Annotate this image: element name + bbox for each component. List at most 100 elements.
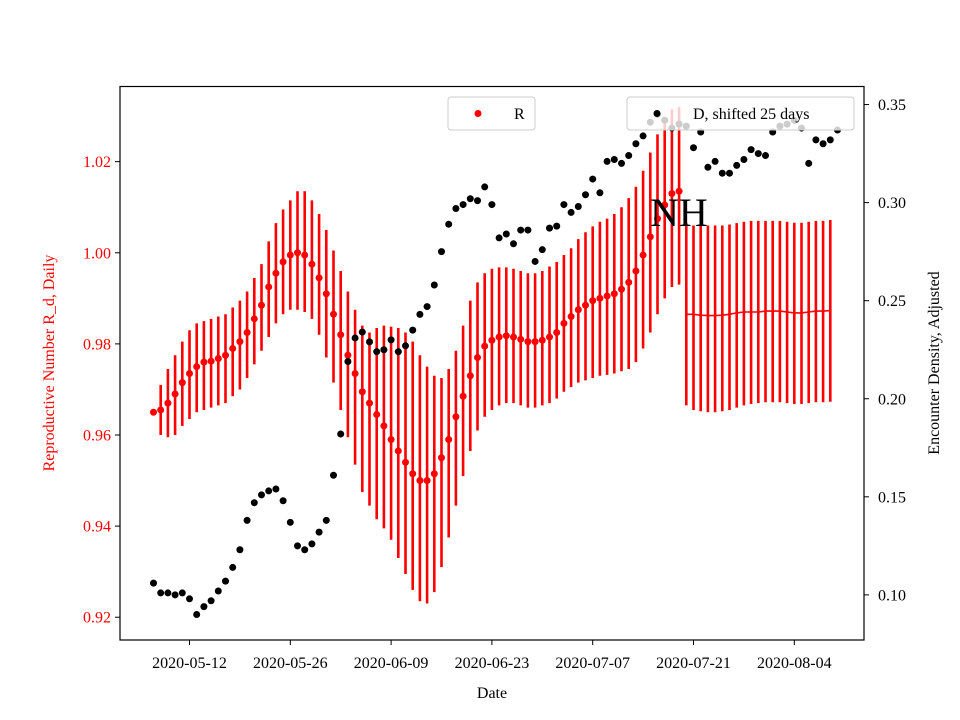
d-data-point <box>567 208 575 216</box>
r-data-point <box>438 454 445 462</box>
right-y-tick-label: 0.30 <box>878 195 906 212</box>
d-data-point <box>747 146 755 154</box>
left-y-axis-title: Reproductive Number R_d, Daily <box>41 255 58 472</box>
d-data-point <box>452 204 460 212</box>
d-data-point <box>574 203 582 211</box>
x-tick-label: 2020-07-07 <box>555 655 630 672</box>
right-y-tick-label: 0.10 <box>878 587 906 604</box>
legend-d-label: D, shifted 25 days <box>693 106 809 123</box>
d-data-point <box>178 589 186 597</box>
r-data-point <box>214 354 222 362</box>
x-tick-label: 2020-05-26 <box>253 655 328 672</box>
r-data-point <box>474 354 481 362</box>
d-data-point <box>258 491 265 499</box>
r-data-point <box>308 260 316 268</box>
r-data-point <box>178 379 186 387</box>
d-data-point <box>754 150 762 158</box>
d-data-point <box>409 326 417 334</box>
d-data-point <box>740 155 748 163</box>
r-data-point <box>409 470 417 478</box>
r-data-point <box>538 336 546 344</box>
left-y-tick-label: 0.98 <box>83 336 111 353</box>
left-y-tick-label: 0.96 <box>83 428 111 445</box>
r-data-point <box>517 335 525 343</box>
d-data-point <box>387 336 395 344</box>
d-data-point <box>718 169 726 177</box>
r-data-point <box>646 233 654 241</box>
d-data-point <box>157 589 165 597</box>
right-y-tick-label: 0.15 <box>878 489 906 506</box>
left-y-tick-label: 0.94 <box>83 519 111 536</box>
legend-d: D, shifted 25 days <box>626 96 855 131</box>
r-projection-line <box>686 309 831 317</box>
r-data-point <box>229 344 237 352</box>
r-data-point <box>560 319 568 327</box>
d-data-point <box>459 201 467 209</box>
d-data-point <box>639 132 647 140</box>
d-data-point <box>301 546 309 554</box>
d-data-point <box>366 338 373 346</box>
d-data-point <box>308 540 316 548</box>
legend-r: R <box>447 96 536 131</box>
r-data-point <box>394 447 402 455</box>
r-data-point <box>387 436 395 444</box>
left-y-tick-label: 0.92 <box>83 610 111 627</box>
d-data-point <box>236 546 244 554</box>
r-data-point <box>294 249 301 257</box>
d-data-point <box>351 334 359 342</box>
d-data-point <box>466 195 474 203</box>
x-tick-label: 2020-06-09 <box>354 655 429 672</box>
r-data-point <box>574 306 582 314</box>
legend-r-box <box>447 96 536 131</box>
d-data-point <box>546 224 553 232</box>
d-data-point <box>358 328 366 336</box>
d-data-point <box>481 183 489 191</box>
r-data-point <box>337 331 345 339</box>
r-data-point <box>164 399 172 407</box>
d-data-point <box>517 226 525 234</box>
r-data-point <box>366 399 373 407</box>
r-data-point <box>632 267 640 275</box>
d-data-point <box>445 220 453 228</box>
r-data-point <box>582 301 589 309</box>
r-data-point <box>150 408 157 416</box>
chart-annotation-nh: NH <box>650 190 708 235</box>
r-data-point <box>675 187 683 195</box>
d-data-point <box>704 163 712 171</box>
r-data-point <box>222 351 229 359</box>
d-data-point <box>531 257 539 265</box>
r-data-point <box>236 338 244 346</box>
d-data-point <box>488 201 496 209</box>
d-data-point <box>330 471 337 479</box>
r-data-point <box>330 310 337 318</box>
d-data-point <box>272 485 280 493</box>
d-data-point <box>402 342 409 350</box>
r-data-point <box>171 390 179 398</box>
r-data-point <box>193 363 201 371</box>
r-data-point <box>373 411 381 418</box>
d-data-point <box>726 169 733 177</box>
d-data-point <box>733 161 741 169</box>
right-y-tick-label: 0.25 <box>878 293 906 310</box>
r-data-point <box>315 274 323 282</box>
r-data-point <box>200 358 208 366</box>
d-data-point <box>524 226 532 234</box>
r-data-point <box>510 333 517 341</box>
d-data-point <box>200 603 208 611</box>
d-data-point <box>380 346 388 354</box>
r-data-point <box>380 422 388 430</box>
r-data-point <box>668 190 676 198</box>
r-data-point <box>502 332 510 340</box>
d-data-point <box>222 577 229 585</box>
d-data-point <box>207 597 215 605</box>
d-data-point <box>430 281 438 289</box>
r-data-point <box>301 251 309 259</box>
r-data-point <box>524 338 532 346</box>
r-data-point <box>466 372 474 380</box>
d-data-point <box>618 159 625 167</box>
r-data-point <box>603 292 611 300</box>
d-data-point <box>279 497 287 505</box>
d-data-point <box>553 222 561 230</box>
r-data-point <box>416 477 424 485</box>
